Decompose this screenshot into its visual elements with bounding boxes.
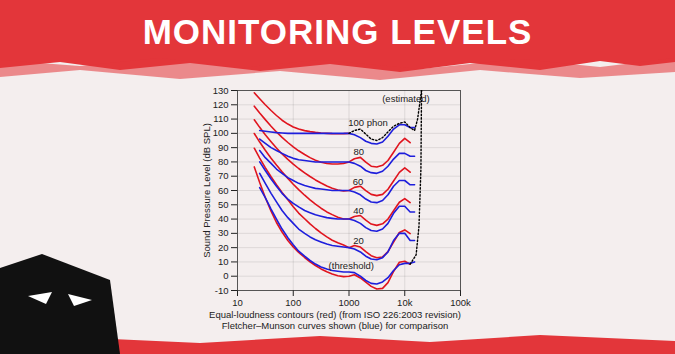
svg-text:40: 40 [353, 205, 364, 216]
svg-text:-10: -10 [215, 285, 229, 296]
svg-text:50: 50 [218, 199, 229, 210]
svg-text:80: 80 [354, 146, 365, 157]
svg-text:40: 40 [218, 213, 229, 224]
svg-text:130: 130 [213, 85, 229, 96]
svg-text:1000: 1000 [338, 297, 359, 308]
svg-text:60: 60 [218, 185, 229, 196]
html-text:MONITORING LEVELS: MONITORING LEVELS [142, 12, 533, 51]
svg-text:20: 20 [353, 235, 364, 246]
svg-text:10: 10 [218, 256, 229, 267]
svg-text:100: 100 [285, 297, 301, 308]
svg-text:120: 120 [213, 99, 229, 110]
svg-text:100k: 100k [450, 297, 471, 308]
svg-text:10: 10 [232, 297, 243, 308]
svg-text:80: 80 [218, 156, 229, 167]
svg-text:30: 30 [218, 227, 229, 238]
html-text:Equal-loudness contours (red): Equal-loudness contours (red) (from ISO … [209, 309, 461, 320]
svg-text:0: 0 [223, 270, 228, 281]
svg-text:20: 20 [218, 242, 229, 253]
svg-text:60: 60 [353, 176, 364, 187]
svg-text:70: 70 [218, 170, 229, 181]
html-text:Fletcher–Munson curves shown (: Fletcher–Munson curves shown (blue) for … [221, 320, 449, 331]
svg-text:90: 90 [218, 142, 229, 153]
svg-text:Sound Pressure Level (dB SPL): Sound Pressure Level (dB SPL) [201, 123, 212, 258]
svg-text:10k: 10k [397, 297, 413, 308]
svg-text:110: 110 [213, 113, 228, 124]
svg-text:(threshold): (threshold) [329, 260, 374, 271]
svg-text:100 phon: 100 phon [348, 117, 388, 128]
svg-text:(estimated): (estimated) [382, 93, 430, 104]
svg-text:100: 100 [213, 127, 229, 138]
